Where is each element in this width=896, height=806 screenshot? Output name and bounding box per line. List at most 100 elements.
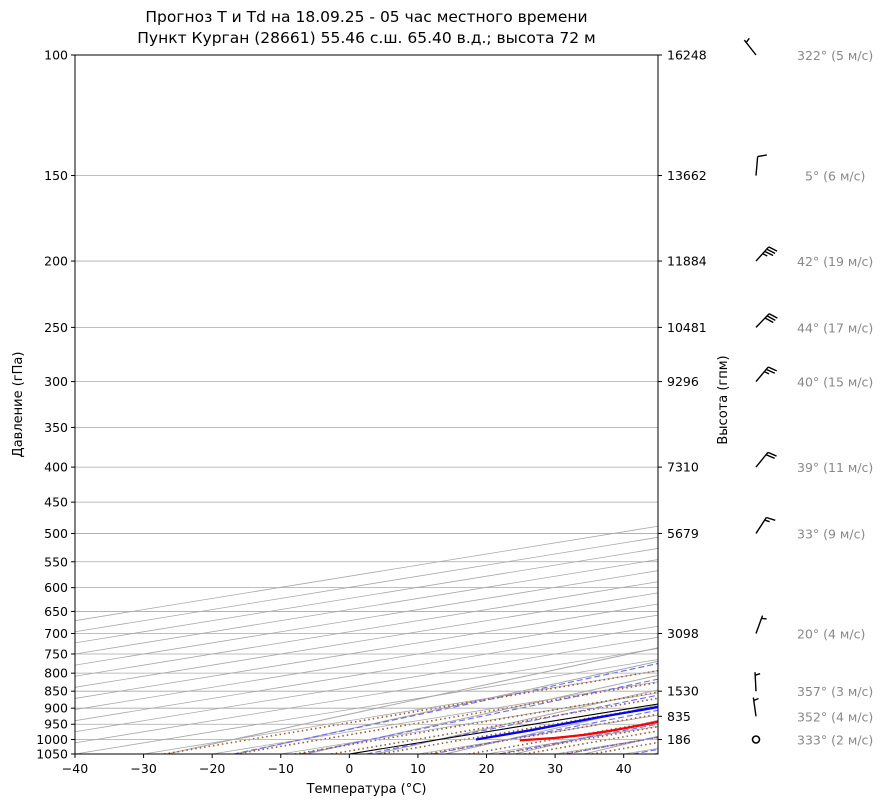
height-tick-label: 835 [667, 709, 691, 724]
height-tick-label: 186 [667, 732, 691, 747]
barb-staff [752, 697, 757, 717]
barb-feather [764, 250, 774, 257]
barb-staff [755, 156, 759, 176]
barb-half-feather [753, 697, 759, 702]
barb-half-feather [762, 253, 768, 257]
y-tick-label: 950 [44, 717, 68, 732]
x-tick-label: 0 [345, 761, 353, 776]
dry-adiabat-line [723, 55, 896, 754]
wind-barb-label: 20° (4 м/с) [797, 626, 865, 641]
wind-barb-label: 42° (19 м/с) [797, 254, 873, 269]
moist-adiabat-line [498, 723, 658, 754]
wind-barb [755, 451, 777, 468]
isotherm-line [75, 625, 658, 722]
background-lines [75, 55, 896, 754]
x-tick-label: 20 [479, 761, 495, 776]
y-tick-label: 100 [44, 48, 68, 63]
isotherm-line [75, 603, 658, 699]
y-tick-label: 1050 [36, 747, 68, 762]
moist-adiabat-line [366, 694, 658, 754]
wind-barb-label: 322° (5 м/с) [797, 48, 873, 63]
wind-barb-label: 39° (11 м/с) [797, 460, 873, 475]
mixing-ratio-line [235, 681, 658, 754]
height-tick-label: 11884 [667, 254, 707, 269]
dry-adiabat-line [236, 660, 658, 754]
dry-adiabat-line [514, 719, 658, 754]
height-tick-label: 10481 [667, 320, 707, 335]
y-tick-label: 450 [44, 495, 68, 510]
barb-feather [768, 246, 778, 252]
dry-adiabat-line [584, 735, 658, 754]
moist-adiabat-line [233, 662, 658, 754]
height-tick-label: 1530 [667, 684, 699, 699]
dry-adiabat-line [445, 704, 658, 754]
barb-half-feather [764, 370, 770, 375]
barb-staff [754, 672, 757, 692]
moist-adiabat-line [300, 678, 658, 754]
x-tick-label: 40 [616, 761, 632, 776]
chart-title-line-2: Пункт Курган (28661) 55.46 с.ш. 65.40 в.… [137, 29, 596, 47]
y-tick-label: 750 [44, 646, 68, 661]
dry-adiabat-line [653, 752, 658, 754]
x-tick-label: −30 [130, 761, 156, 776]
barb-staff [743, 39, 757, 56]
barb-feather [766, 516, 776, 521]
isotherm-line [75, 648, 658, 744]
barb-half-feather [764, 519, 770, 523]
height-tick-label: 3098 [667, 626, 699, 641]
barb-feather [765, 368, 776, 374]
y-tick-label: 650 [44, 604, 68, 619]
wind-barb [755, 313, 778, 328]
y-tick-label: 700 [44, 626, 68, 641]
barb-staff [755, 366, 769, 383]
barb-staff [755, 313, 770, 328]
moist-adiabat-line [432, 709, 658, 754]
y-tick-label: 900 [44, 701, 68, 716]
zero-isotherm-line [349, 703, 658, 754]
barb-feather [757, 154, 767, 158]
wind-barb-label: 352° (4 м/с) [797, 709, 873, 724]
height-tick-label: 9296 [667, 374, 699, 389]
wind-barb [755, 516, 776, 534]
isotherm-line [75, 614, 658, 710]
y-tick-label: 850 [44, 684, 68, 699]
y-tick-label: 250 [44, 320, 68, 335]
barb-staff [755, 451, 769, 468]
x-axis-label: Температура (°C) [306, 782, 427, 797]
wind-barb-label: 357° (3 м/с) [797, 684, 873, 699]
y-tick-label: 800 [44, 666, 68, 681]
isotherm-line [75, 548, 658, 644]
y-tick-label: 400 [44, 460, 68, 475]
wind-barb [755, 366, 778, 383]
barb-staff [755, 246, 770, 262]
wind-barb-label: 333° (2 м/с) [797, 732, 873, 747]
y-tick-label: 200 [44, 254, 68, 269]
isotherm-line [75, 636, 658, 733]
barb-feather [765, 454, 775, 460]
y-tick-label: 150 [44, 168, 68, 183]
moist-adiabat-line [632, 748, 658, 754]
barb-staff [755, 615, 764, 634]
height-tick-label: 16248 [667, 48, 707, 63]
wind-barb [751, 735, 761, 744]
barb-feather [766, 248, 776, 254]
barb-staff [755, 517, 767, 534]
barb-feather [766, 315, 776, 321]
y-tick-label: 600 [44, 580, 68, 595]
wind-barb-label: 33° (9 м/с) [797, 526, 865, 541]
isotherm-line [75, 659, 658, 754]
calm-wind-circle [751, 735, 761, 744]
height-tick-label: 7310 [667, 460, 699, 475]
wind-barb [754, 672, 761, 692]
wind-barb [752, 697, 759, 717]
y-tick-label: 550 [44, 554, 68, 569]
y-tick-label: 1000 [36, 732, 68, 747]
isotherm-line [75, 559, 658, 655]
chart-title-line-1: Прогноз T и Td на 18.09.25 - 05 час мест… [145, 8, 588, 26]
isotherm-line [280, 692, 658, 754]
dry-adiabat-line [166, 647, 658, 754]
barb-feather [767, 366, 778, 372]
isotherm-line [212, 681, 658, 754]
